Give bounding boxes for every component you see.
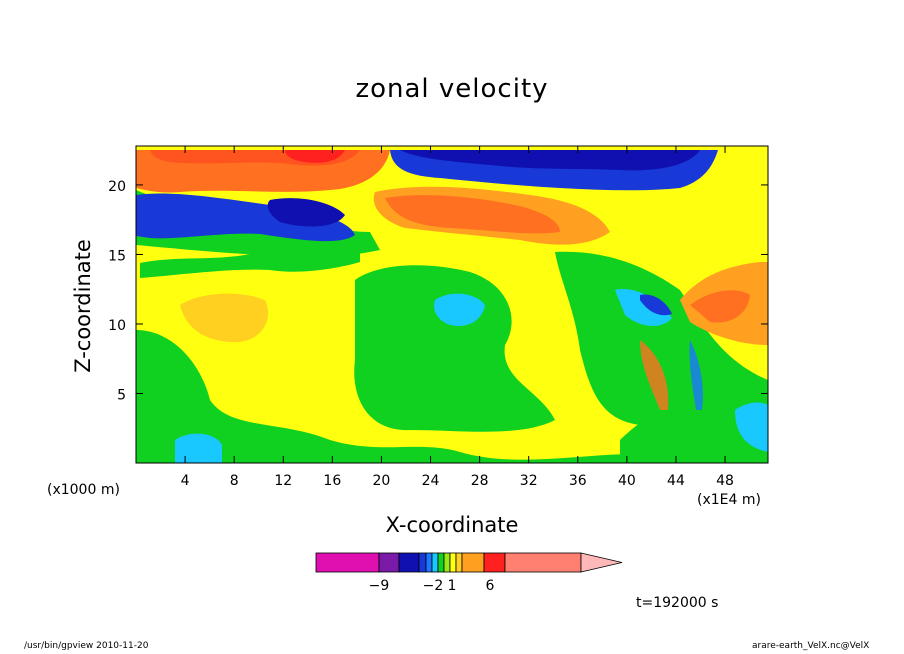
x-unit-label: (x1000 m)	[47, 482, 120, 498]
x-tick-label: 4	[181, 473, 190, 489]
x-tick-label: 36	[569, 473, 587, 489]
colorbar-segment	[449, 552, 457, 573]
colorbar-arrow	[580, 552, 623, 573]
y-tick-label: 10	[108, 318, 126, 334]
region-blue-left	[136, 193, 355, 242]
colorbar-segment	[483, 552, 506, 573]
region-cyan-bottom	[175, 433, 222, 463]
footer-right: arare-earth_VelX.nc@VelX	[752, 641, 870, 651]
colorbar-segment	[504, 552, 582, 573]
colorbar-tick-label: −9	[369, 578, 390, 594]
x-tick-label: 16	[323, 473, 341, 489]
x-tick-label: 20	[373, 473, 391, 489]
colorbar-segment	[437, 552, 445, 573]
colorbar-segment	[455, 552, 463, 573]
x-tick-label: 24	[422, 473, 440, 489]
y-ticks: 5 10 15 20	[108, 179, 768, 403]
chart-title: zonal velocity	[355, 74, 549, 104]
region-streak-2	[689, 340, 703, 410]
time-label: t=192000 s	[636, 595, 719, 611]
x-tick-label: 44	[667, 473, 685, 489]
colorbar-segment	[461, 552, 485, 573]
region-orange-right-core	[690, 290, 750, 323]
region-darkblue-top	[400, 150, 700, 171]
x-tick-label: 32	[520, 473, 538, 489]
x-axis-label: X-coordinate	[385, 513, 519, 537]
colorbar-segment	[443, 552, 451, 573]
contour-field	[136, 146, 768, 463]
y-unit-label: (x1E4 m)	[697, 492, 761, 508]
region-blue-right	[640, 294, 672, 316]
colorbar-tick-label: 1	[448, 578, 457, 594]
x-tick-label: 8	[230, 473, 239, 489]
colorbar-segment	[425, 552, 433, 573]
colorbar-segment	[431, 552, 439, 573]
colorbar-segment	[378, 552, 400, 573]
region-green-bottom	[136, 330, 768, 463]
region-cyan-right	[615, 289, 672, 326]
region-green-lowright	[620, 390, 768, 463]
colorbar-segment	[418, 552, 427, 573]
footer-left: /usr/bin/gpview 2010-11-20	[24, 641, 149, 651]
region-green-right	[555, 251, 768, 440]
region-green-center	[354, 265, 555, 432]
colorbar-tick-label: 6	[486, 578, 495, 594]
plot-frame	[135, 145, 769, 464]
colorbar-segment	[398, 552, 420, 573]
colorbar-tick-label: −2	[423, 578, 444, 594]
y-tick-label: 5	[117, 387, 126, 403]
x-tick-label: 48	[716, 473, 734, 489]
y-tick-label: 15	[108, 248, 126, 264]
region-darkblue-left	[267, 198, 345, 227]
region-red-core	[285, 150, 345, 163]
colorbar-segment	[315, 552, 380, 573]
region-streak-1	[640, 340, 669, 410]
x-tick-label: 28	[471, 473, 489, 489]
region-orange-center-core	[385, 195, 560, 234]
region-green-leftedge	[140, 350, 172, 394]
region-green-mid	[140, 240, 360, 278]
colorbar: −9 −2 1 6	[315, 552, 623, 594]
x-tick-label: 12	[274, 473, 292, 489]
region-gold-left	[180, 293, 269, 343]
region-cyan-center	[434, 293, 485, 326]
x-tick-label: 40	[618, 473, 636, 489]
y-tick-label: 20	[108, 179, 126, 195]
x-ticks: 4 8 12 16 20 24 28 32 36 40 44 48	[181, 146, 734, 489]
region-cyan-lowright	[735, 402, 768, 452]
